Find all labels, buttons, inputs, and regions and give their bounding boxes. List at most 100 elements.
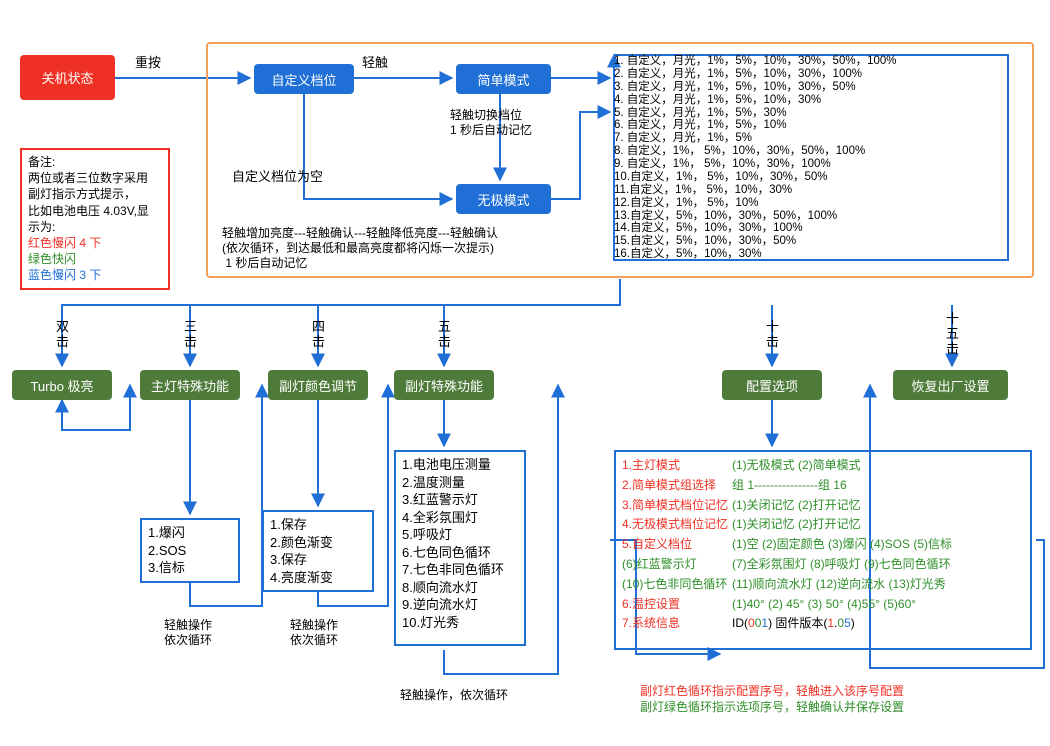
node-reset: 恢复出厂设置 (893, 370, 1008, 400)
list-item: 3.保存 (270, 551, 366, 569)
level-item: 1. 自定义，月光，1%，5%，10%，30%，50%，100% (614, 55, 1008, 68)
list-item: 8.顺向流水灯 (402, 579, 518, 597)
level-item: 11.自定义，1%， 5%，10%，30% (614, 184, 1008, 197)
level-item: 4. 自定义，月光，1%，5%，10%，30% (614, 94, 1008, 107)
caption-step_cap: 轻触增加亮度---轻触确认---轻触降低亮度---轻触确认 (依次循环，到达最低… (222, 226, 498, 271)
level-item: 3. 自定义，月光，1%，5%，10%，30%，50% (614, 81, 1008, 94)
list-item: 9.逆向流水灯 (402, 596, 518, 614)
config-key: 6.温控设置 (622, 595, 732, 615)
list-item: 1.爆闪 (148, 524, 232, 542)
level-item: 12.自定义，1%， 5%，10% (614, 197, 1008, 210)
config-key: 3.简单模式档位记忆 (622, 496, 732, 516)
node-auxcol: 副灯颜色调节 (268, 370, 368, 400)
edge-label-light: 轻触 (362, 56, 388, 71)
config-row: 6.温控设置(1)40° (2) 45° (3) 50° (4)55° (5)6… (622, 595, 1024, 615)
config-value: (1)关闭记忆 (2)打开记忆 (732, 515, 861, 535)
level-item: 5. 自定义，月光，1%，5%，30% (614, 107, 1008, 120)
caption-simple_cap: 轻触切换档位 1 秒后自动记忆 (450, 108, 532, 138)
config-key: 4.无极模式档位记忆 (622, 515, 732, 535)
aux-function-list: 1.电池电压测量2.温度测量3.红蓝警示灯4.全彩氛围灯5.呼吸灯6.七色同色循… (394, 450, 526, 646)
edge-label-d4: 四 击 (312, 320, 325, 350)
note-line: 示为: (28, 219, 162, 235)
note-line: 两位或者三位数字采用 (28, 170, 162, 186)
level-item: 16.自定义，5%，10%，30% (614, 248, 1008, 261)
list-item: 1.电池电压测量 (402, 456, 518, 474)
level-item: 8. 自定义，1%， 5%，10%，30%，50%，100% (614, 145, 1008, 158)
edge-label-d3: 三 击 (184, 320, 197, 350)
list-item: 3.信标 (148, 559, 232, 577)
node-auxfn: 副灯特殊功能 (394, 370, 494, 400)
config-value: (1)关闭记忆 (2)打开记忆 (732, 496, 861, 516)
config-row: 1.主灯模式(1)无极模式 (2)简单模式 (622, 456, 1024, 476)
config-value: (1)40° (2) 45° (3) 50° (4)55° (5)60° (732, 595, 916, 615)
level-item: 14.自定义，5%，10%，30%，100% (614, 222, 1008, 235)
edge-label-d2: 双 击 (56, 320, 69, 350)
note-box: 备注:两位或者三位数字采用副灯指示方式提示，比如电池电压 4.03V,显示为:红… (20, 148, 170, 290)
edge-label-d15: 十 五 击 (946, 312, 959, 357)
config-list: 1.主灯模式(1)无极模式 (2)简单模式2.简单模式组选择组 1-------… (614, 450, 1032, 650)
note-line: 副灯指示方式提示， (28, 186, 162, 202)
config-row: 7.系统信息ID(001) 固件版本(1.05) (622, 614, 1024, 634)
edge-label-d5: 五 击 (438, 320, 451, 350)
list-item: 7.七色非同色循环 (402, 561, 518, 579)
node-turbo: Turbo 极亮 (12, 370, 112, 400)
config-value: (1)空 (2)固定颜色 (3)爆闪 (4)SOS (5)信标 (732, 535, 952, 555)
level-item: 6. 自定义，月光，1%，5%，10% (614, 119, 1008, 132)
node-main: 主灯特殊功能 (140, 370, 240, 400)
level-item: 7. 自定义，月光，1%，5% (614, 132, 1008, 145)
config-value: 组 1----------------组 16 (732, 476, 847, 496)
config-row: 3.简单模式档位记忆(1)关闭记忆 (2)打开记忆 (622, 496, 1024, 516)
arrow (62, 279, 620, 366)
note-line: 蓝色慢闪 3 下 (28, 267, 162, 283)
caption-auxfn_cap: 轻触操作，依次循环 (400, 688, 508, 703)
config-row: (6)红蓝警示灯 (7)全彩氛围灯 (8)呼吸灯 (9)七色同色循环 (622, 555, 1024, 575)
edge-label-d10: 十 击 (766, 320, 779, 350)
config-row: (10)七色非同色循环(11)顺向流水灯 (12)逆向流水 (13)灯光秀 (622, 575, 1024, 595)
aux-color-list: 1.保存2.颜色渐变3.保存4.亮度渐变 (262, 510, 374, 592)
level-item: 10.自定义，1%， 5%，10%，30%，50% (614, 171, 1008, 184)
config-key: 1.主灯模式 (622, 456, 732, 476)
list-item: 2.颜色渐变 (270, 534, 366, 552)
config-key: 2.简单模式组选择 (622, 476, 732, 496)
note-line: 比如电池电压 4.03V,显 (28, 203, 162, 219)
config-key: 7.系统信息 (622, 614, 732, 634)
node-custom: 自定义档位 (254, 64, 354, 94)
config-value: (11)顺向流水灯 (12)逆向流水 (13)灯光秀 (732, 575, 946, 595)
config-key: 5.自定义档位 (622, 535, 732, 555)
node-config: 配置选项 (722, 370, 822, 400)
config-row: 2.简单模式组选择组 1----------------组 16 (622, 476, 1024, 496)
list-item: 2.SOS (148, 542, 232, 560)
level-item: 13.自定义，5%，10%，30%，50%，100% (614, 210, 1008, 223)
levels-list: 1. 自定义，月光，1%，5%，10%，30%，50%，100%2. 自定义，月… (614, 55, 1008, 261)
list-item: 1.保存 (270, 516, 366, 534)
list-item: 6.七色同色循环 (402, 544, 518, 562)
level-item: 9. 自定义，1%， 5%，10%，30%，100% (614, 158, 1008, 171)
note-line: 绿色快闪 (28, 251, 162, 267)
config-row: 5.自定义档位(1)空 (2)固定颜色 (3)爆闪 (4)SOS (5)信标 (622, 535, 1024, 555)
level-item: 2. 自定义，月光，1%，5%，10%，30%，100% (614, 68, 1008, 81)
note-line: 备注: (28, 154, 162, 170)
config-row: 4.无极模式档位记忆(1)关闭记忆 (2)打开记忆 (622, 515, 1024, 535)
config-key: (10)七色非同色循环 (622, 575, 732, 595)
config-value: (1)无极模式 (2)简单模式 (732, 456, 861, 476)
node-step: 无极模式 (456, 184, 551, 214)
level-item: 15.自定义，5%，10%，30%，50% (614, 235, 1008, 248)
main-special-list: 1.爆闪2.SOS3.信标 (140, 518, 240, 583)
caption-cfg_foot1: 副灯红色循环指示配置序号，轻触进入该序号配置 (640, 684, 904, 699)
list-item: 4.全彩氛围灯 (402, 509, 518, 527)
config-key: (6)红蓝警示灯 (622, 555, 732, 575)
caption-main_cap: 轻触操作 依次循环 (164, 618, 212, 648)
edge-label-empty: 自定义档位为空 (232, 170, 323, 185)
config-value: (7)全彩氛围灯 (8)呼吸灯 (9)七色同色循环 (732, 555, 951, 575)
caption-auxcol_cap: 轻触操作 依次循环 (290, 618, 338, 648)
caption-cfg_foot2: 副灯绿色循环指示选项序号，轻触确认并保存设置 (640, 700, 904, 715)
list-item: 2.温度测量 (402, 474, 518, 492)
node-simple: 简单模式 (456, 64, 551, 94)
edge-label-press: 重按 (135, 56, 161, 71)
note-line: 红色慢闪 4 下 (28, 235, 162, 251)
list-item: 10.灯光秀 (402, 614, 518, 632)
list-item: 5.呼吸灯 (402, 526, 518, 544)
config-value: ID(001) 固件版本(1.05) (732, 614, 855, 634)
list-item: 4.亮度渐变 (270, 569, 366, 587)
list-item: 3.红蓝警示灯 (402, 491, 518, 509)
